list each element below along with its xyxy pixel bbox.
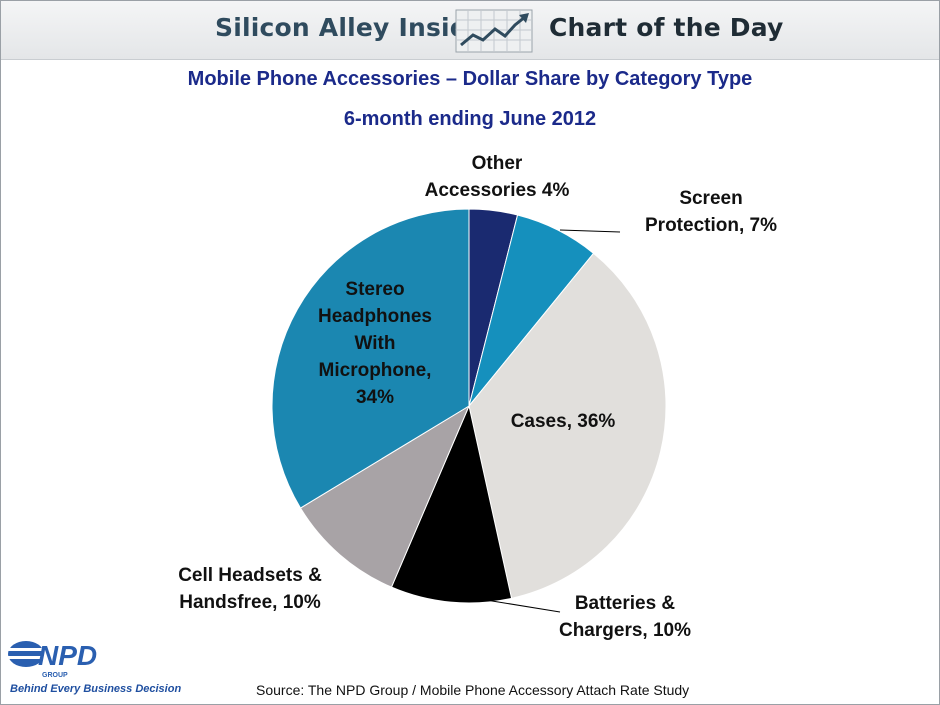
- svg-text:NPD: NPD: [38, 640, 97, 671]
- pie-slice-stereo-headphones: [271, 208, 470, 509]
- leader-line: [485, 599, 561, 613]
- slice-label-other-accessories: Other Accessories 4%: [424, 153, 570, 201]
- chart-of-the-day-label: Chart of the Day: [549, 13, 784, 42]
- slice-label-stereo-headphones: Stereo Headphones With Microphone, 34%: [317, 279, 433, 408]
- pie-slice-cell-headsets-handsfree: [299, 404, 471, 588]
- slice-label-cases: Cases, 36%: [510, 411, 616, 432]
- slice-label-screen-protection: Screen Protection, 7%: [645, 188, 777, 236]
- chart-subtitle: 6-month ending June 2012: [343, 108, 597, 130]
- source-note: Source: The NPD Group / Mobile Phone Acc…: [256, 682, 690, 698]
- chart-title: Mobile Phone Accessories – Dollar Share …: [187, 68, 753, 90]
- npd-logo: NPD GROUP: [6, 634, 116, 689]
- brand-name: Silicon Alley Insider: [215, 13, 498, 42]
- slice-label-cell-headsets-handsfree: Cell Headsets & Handsfree, 10%: [178, 565, 322, 613]
- pie-slice-batteries-chargers: [390, 404, 513, 604]
- pie-slice-cases: [468, 252, 667, 599]
- slice-label-batteries-chargers: Batteries & Chargers, 10%: [558, 593, 691, 641]
- header-banner: Silicon Alley Insider Chart of the Day: [1, 1, 939, 60]
- leader-line: [559, 229, 621, 233]
- svg-text:GROUP: GROUP: [42, 672, 68, 679]
- trend-up-chart-icon: [455, 9, 533, 53]
- npd-tagline: Behind Every Business Decision: [10, 683, 182, 695]
